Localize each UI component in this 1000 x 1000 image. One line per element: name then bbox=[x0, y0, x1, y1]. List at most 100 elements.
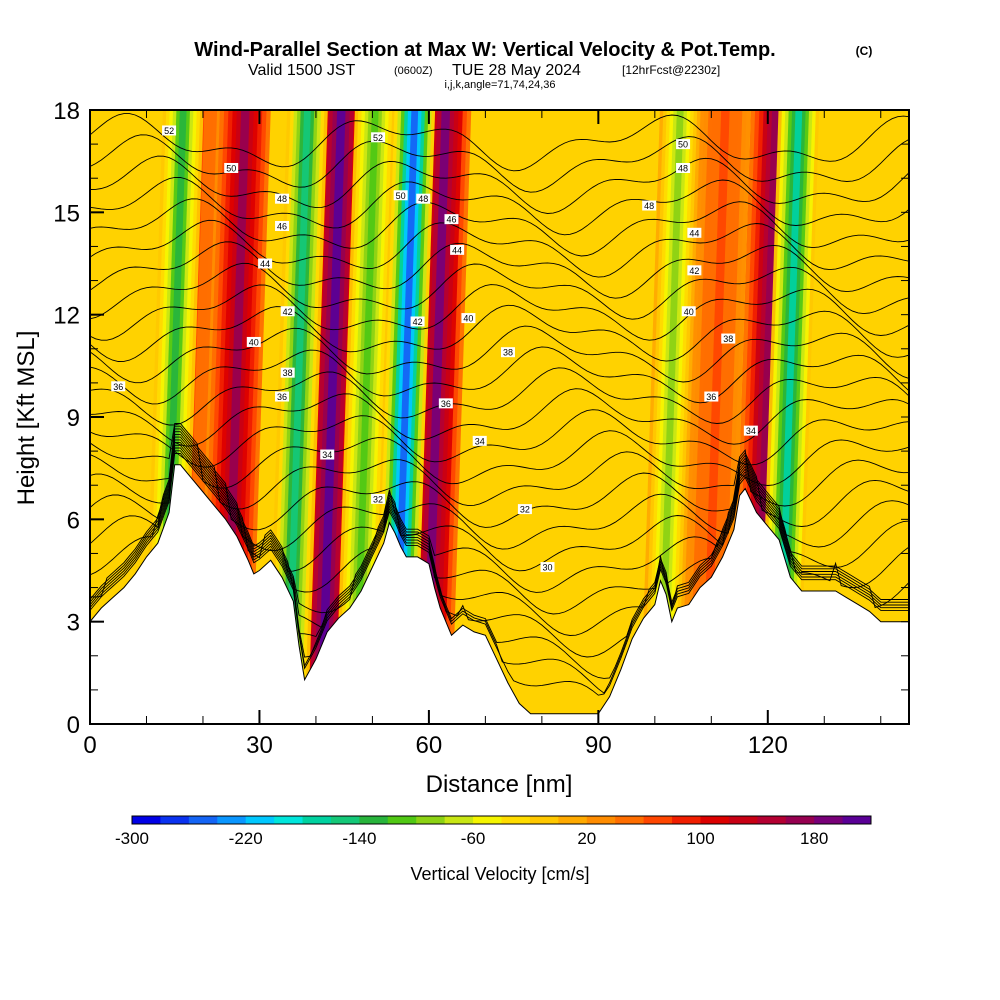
contour-label: 40 bbox=[681, 306, 696, 317]
colorbar-swatch bbox=[757, 816, 787, 824]
colorbar-swatch bbox=[274, 816, 304, 824]
colorbar-swatch bbox=[217, 816, 247, 824]
theta-contour bbox=[90, 262, 909, 320]
contour-label: 36 bbox=[438, 398, 453, 409]
contour-label-text: 34 bbox=[475, 436, 485, 446]
contour-label-text: 38 bbox=[283, 368, 293, 378]
valid-utc: (0600Z) bbox=[394, 65, 433, 77]
contour-label-box bbox=[444, 214, 459, 225]
colorbar-swatch bbox=[160, 816, 190, 824]
contour-label-box bbox=[320, 449, 335, 460]
contour-label: 50 bbox=[676, 139, 691, 150]
contour-label-box bbox=[687, 227, 702, 238]
theta-contour bbox=[90, 423, 909, 489]
contour-label-text: 50 bbox=[396, 191, 406, 201]
contour-label-text: 36 bbox=[113, 382, 123, 392]
theta-contours bbox=[90, 113, 909, 696]
colorbar-swatch bbox=[643, 816, 673, 824]
colorbar-swatch bbox=[444, 816, 474, 824]
colorbar-label: Vertical Velocity [cm/s] bbox=[410, 864, 589, 884]
y-tick-label: 0 bbox=[67, 712, 80, 739]
contour-label: 38 bbox=[721, 333, 736, 344]
contour-label-box bbox=[704, 391, 719, 402]
contour-label: 36 bbox=[111, 381, 126, 392]
contour-label: 42 bbox=[280, 306, 295, 317]
theta-contour bbox=[90, 325, 909, 384]
y-tick-label: 18 bbox=[53, 98, 80, 125]
contour-label-text: 44 bbox=[452, 245, 462, 255]
theta-contour bbox=[90, 409, 909, 468]
colorbar-swatch bbox=[245, 816, 275, 824]
theta-contour bbox=[90, 442, 909, 636]
contour-label-text: 48 bbox=[678, 163, 688, 173]
theta-contour bbox=[90, 439, 909, 615]
contour-label: 48 bbox=[416, 193, 431, 204]
contour-label-box bbox=[246, 336, 261, 347]
contour-label-box bbox=[275, 193, 290, 204]
colorbar-tick-label: -60 bbox=[461, 829, 486, 848]
contour-label: 46 bbox=[275, 220, 290, 231]
contour-label: 36 bbox=[275, 391, 290, 402]
x-axis-label: Distance [nm] bbox=[426, 771, 573, 798]
contour-label-text: 34 bbox=[746, 426, 756, 436]
contour-label-box bbox=[500, 347, 515, 358]
y-axis-ticks: 0 36 9 12 15 18 bbox=[53, 98, 909, 739]
contour-label-text: 48 bbox=[644, 201, 654, 211]
x-axis-ticks: 0 30 60 90 120 bbox=[83, 110, 882, 759]
theta-contour bbox=[90, 155, 909, 214]
contour-label-text: 44 bbox=[260, 259, 270, 269]
colorbar-swatch bbox=[501, 816, 531, 824]
contour-label-text: 42 bbox=[283, 307, 293, 317]
colorbar-swatch bbox=[672, 816, 701, 824]
contour-label-box bbox=[540, 562, 555, 573]
colorbar-swatch bbox=[330, 816, 360, 824]
contour-label: 44 bbox=[258, 258, 273, 269]
contour-label-text: 34 bbox=[322, 450, 332, 460]
contour-label-text: 36 bbox=[706, 392, 716, 402]
contour-label-box bbox=[371, 493, 386, 504]
x-tick-label: 0 bbox=[83, 732, 96, 759]
contour-label-text: 40 bbox=[463, 314, 473, 324]
velocity-field bbox=[143, 110, 820, 724]
y-tick-label: 6 bbox=[67, 507, 80, 534]
contour-label-box bbox=[472, 435, 487, 446]
section-params: i,j,k,angle=71,74,24,36 bbox=[444, 79, 555, 91]
contour-label-text: 48 bbox=[277, 194, 287, 204]
x-tick-label: 120 bbox=[748, 732, 788, 759]
colorbar-tick-label: 180 bbox=[800, 829, 828, 848]
copyright-mark: (C) bbox=[856, 44, 873, 58]
contour-label-box bbox=[371, 132, 386, 143]
theta-contour bbox=[90, 241, 909, 299]
contour-label: 34 bbox=[743, 425, 758, 436]
colorbar-swatch bbox=[700, 816, 730, 824]
contour-label: 50 bbox=[393, 190, 408, 201]
y-tick-label: 12 bbox=[53, 303, 80, 330]
contour-label-box bbox=[393, 190, 408, 201]
y-tick-label: 9 bbox=[67, 405, 80, 432]
updraft-band bbox=[317, 110, 346, 724]
contour-label-text: 46 bbox=[277, 221, 287, 231]
colorbar-swatch bbox=[728, 816, 758, 824]
theta-contour bbox=[90, 219, 909, 278]
contour-label-text: 38 bbox=[723, 334, 733, 344]
y-tick-label: 15 bbox=[53, 200, 80, 227]
colorbar-swatch bbox=[132, 816, 161, 824]
contour-label-box bbox=[721, 333, 736, 344]
forecast-info: [12hrFcst@2230z] bbox=[622, 63, 720, 77]
contour-label-box bbox=[280, 306, 295, 317]
terrain-mask bbox=[90, 464, 909, 724]
colorbar-swatch bbox=[188, 816, 218, 824]
theta-contour bbox=[90, 284, 909, 341]
theta-contour-labels: 52 50 48 46 44 42 40 38 36 36 34 32 52 50 48 46 44 42 40 38… bbox=[111, 125, 758, 573]
theta-contour bbox=[90, 176, 909, 236]
contour-label: 44 bbox=[687, 227, 702, 238]
contour-label-box bbox=[111, 381, 126, 392]
contour-label-box bbox=[681, 306, 696, 317]
contour-label-text: 52 bbox=[373, 133, 383, 143]
contour-label: 52 bbox=[162, 125, 177, 136]
contour-label-box bbox=[687, 265, 702, 276]
x-tick-label: 30 bbox=[246, 732, 273, 759]
contour-label-box bbox=[275, 391, 290, 402]
contour-label-box bbox=[517, 504, 532, 515]
